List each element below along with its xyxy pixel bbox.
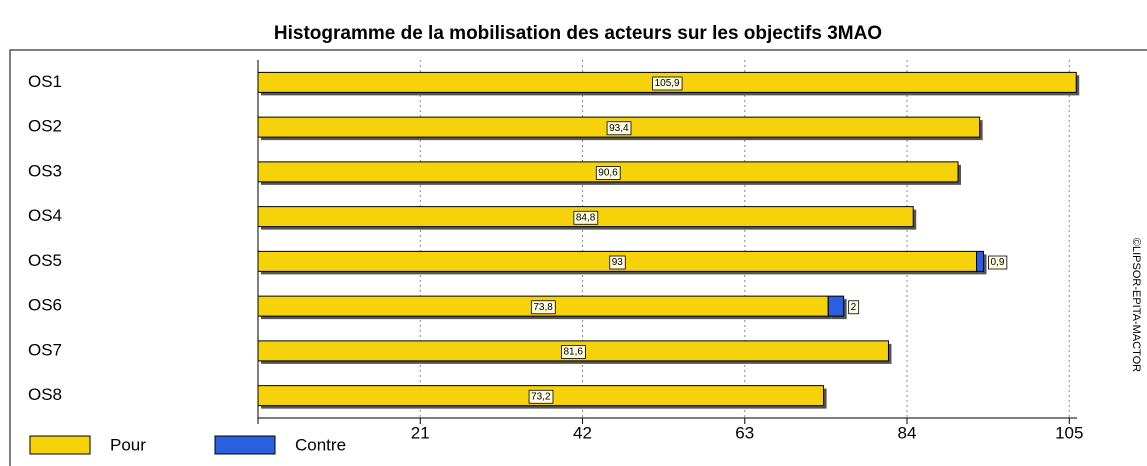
legend-label: Pour (110, 435, 146, 454)
y-tick-label: OS1 (28, 72, 62, 91)
y-tick-label: OS7 (28, 340, 62, 359)
x-tick-label: 84 (898, 423, 917, 442)
data-label: 84,8 (576, 212, 596, 223)
data-label: 73,2 (531, 391, 551, 402)
data-label: 93,4 (609, 123, 629, 134)
chart-title: Histogramme de la mobilisation des acteu… (274, 23, 882, 44)
data-label: 93 (612, 257, 624, 268)
frame (9, 49, 1147, 466)
y-tick-label: OS8 (28, 385, 62, 404)
data-label-box (561, 345, 586, 359)
y-tick-label: OS4 (28, 206, 62, 225)
data-label-box (988, 255, 1008, 270)
bar (827, 295, 845, 317)
data-label: 105,9 (655, 78, 680, 89)
data-label: 81,6 (564, 347, 584, 358)
data-label-box (573, 210, 599, 225)
data-label-box (595, 166, 621, 180)
watermark: ©LIPSOR-EPITA-MACTOR (1130, 238, 1142, 372)
data-label: 73,8 (533, 302, 553, 313)
data-label-box (530, 300, 556, 315)
y-tick-label: OS3 (28, 161, 62, 180)
data-label-box (609, 255, 626, 270)
data-label-box (848, 300, 860, 315)
x-tick-label: 42 (573, 423, 592, 442)
bar (976, 250, 985, 272)
data-label-box (606, 121, 632, 136)
legend-swatch (29, 435, 91, 455)
y-tick-label: OS5 (28, 251, 62, 270)
x-tick-label: 105 (1055, 423, 1083, 442)
x-tick-label: 21 (411, 423, 430, 442)
data-label: 0,9 (991, 257, 1005, 268)
data-label-box (528, 389, 554, 404)
legend-label: Contre (295, 435, 346, 454)
legend-swatch (214, 435, 276, 455)
y-tick-label: OS2 (28, 117, 62, 136)
data-label: 90,6 (598, 168, 618, 179)
data-label-box (652, 76, 683, 91)
y-tick-label: OS6 (28, 296, 62, 315)
x-tick-label: 63 (735, 423, 754, 442)
data-label: 2 (851, 302, 857, 313)
